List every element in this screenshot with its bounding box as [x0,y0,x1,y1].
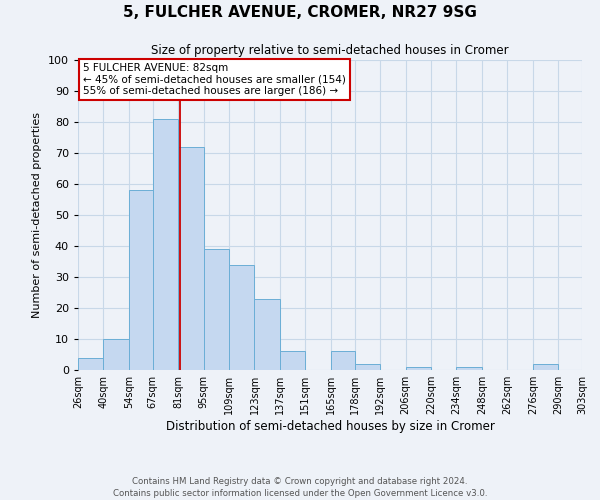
Bar [103,339,129,370]
Text: 5, FULCHER AVENUE, CROMER, NR27 9SG: 5, FULCHER AVENUE, CROMER, NR27 9SG [123,5,477,20]
Text: 5 FULCHER AVENUE: 82sqm
← 45% of semi-detached houses are smaller (154)
55% of s: 5 FULCHER AVENUE: 82sqm ← 45% of semi-de… [83,63,346,96]
Bar [229,264,254,370]
Bar [331,352,355,370]
Y-axis label: Number of semi-detached properties: Number of semi-detached properties [32,112,43,318]
Bar [533,364,559,370]
Bar [406,367,431,370]
X-axis label: Distribution of semi-detached houses by size in Cromer: Distribution of semi-detached houses by … [166,420,494,433]
Bar [355,364,380,370]
Title: Size of property relative to semi-detached houses in Cromer: Size of property relative to semi-detach… [151,44,509,58]
Bar [203,249,229,370]
Bar [129,190,152,370]
Bar [457,367,482,370]
Bar [152,119,178,370]
Bar [254,298,280,370]
Bar [280,352,305,370]
Bar [78,358,103,370]
Text: Contains HM Land Registry data © Crown copyright and database right 2024.
Contai: Contains HM Land Registry data © Crown c… [113,476,487,498]
Bar [178,147,203,370]
